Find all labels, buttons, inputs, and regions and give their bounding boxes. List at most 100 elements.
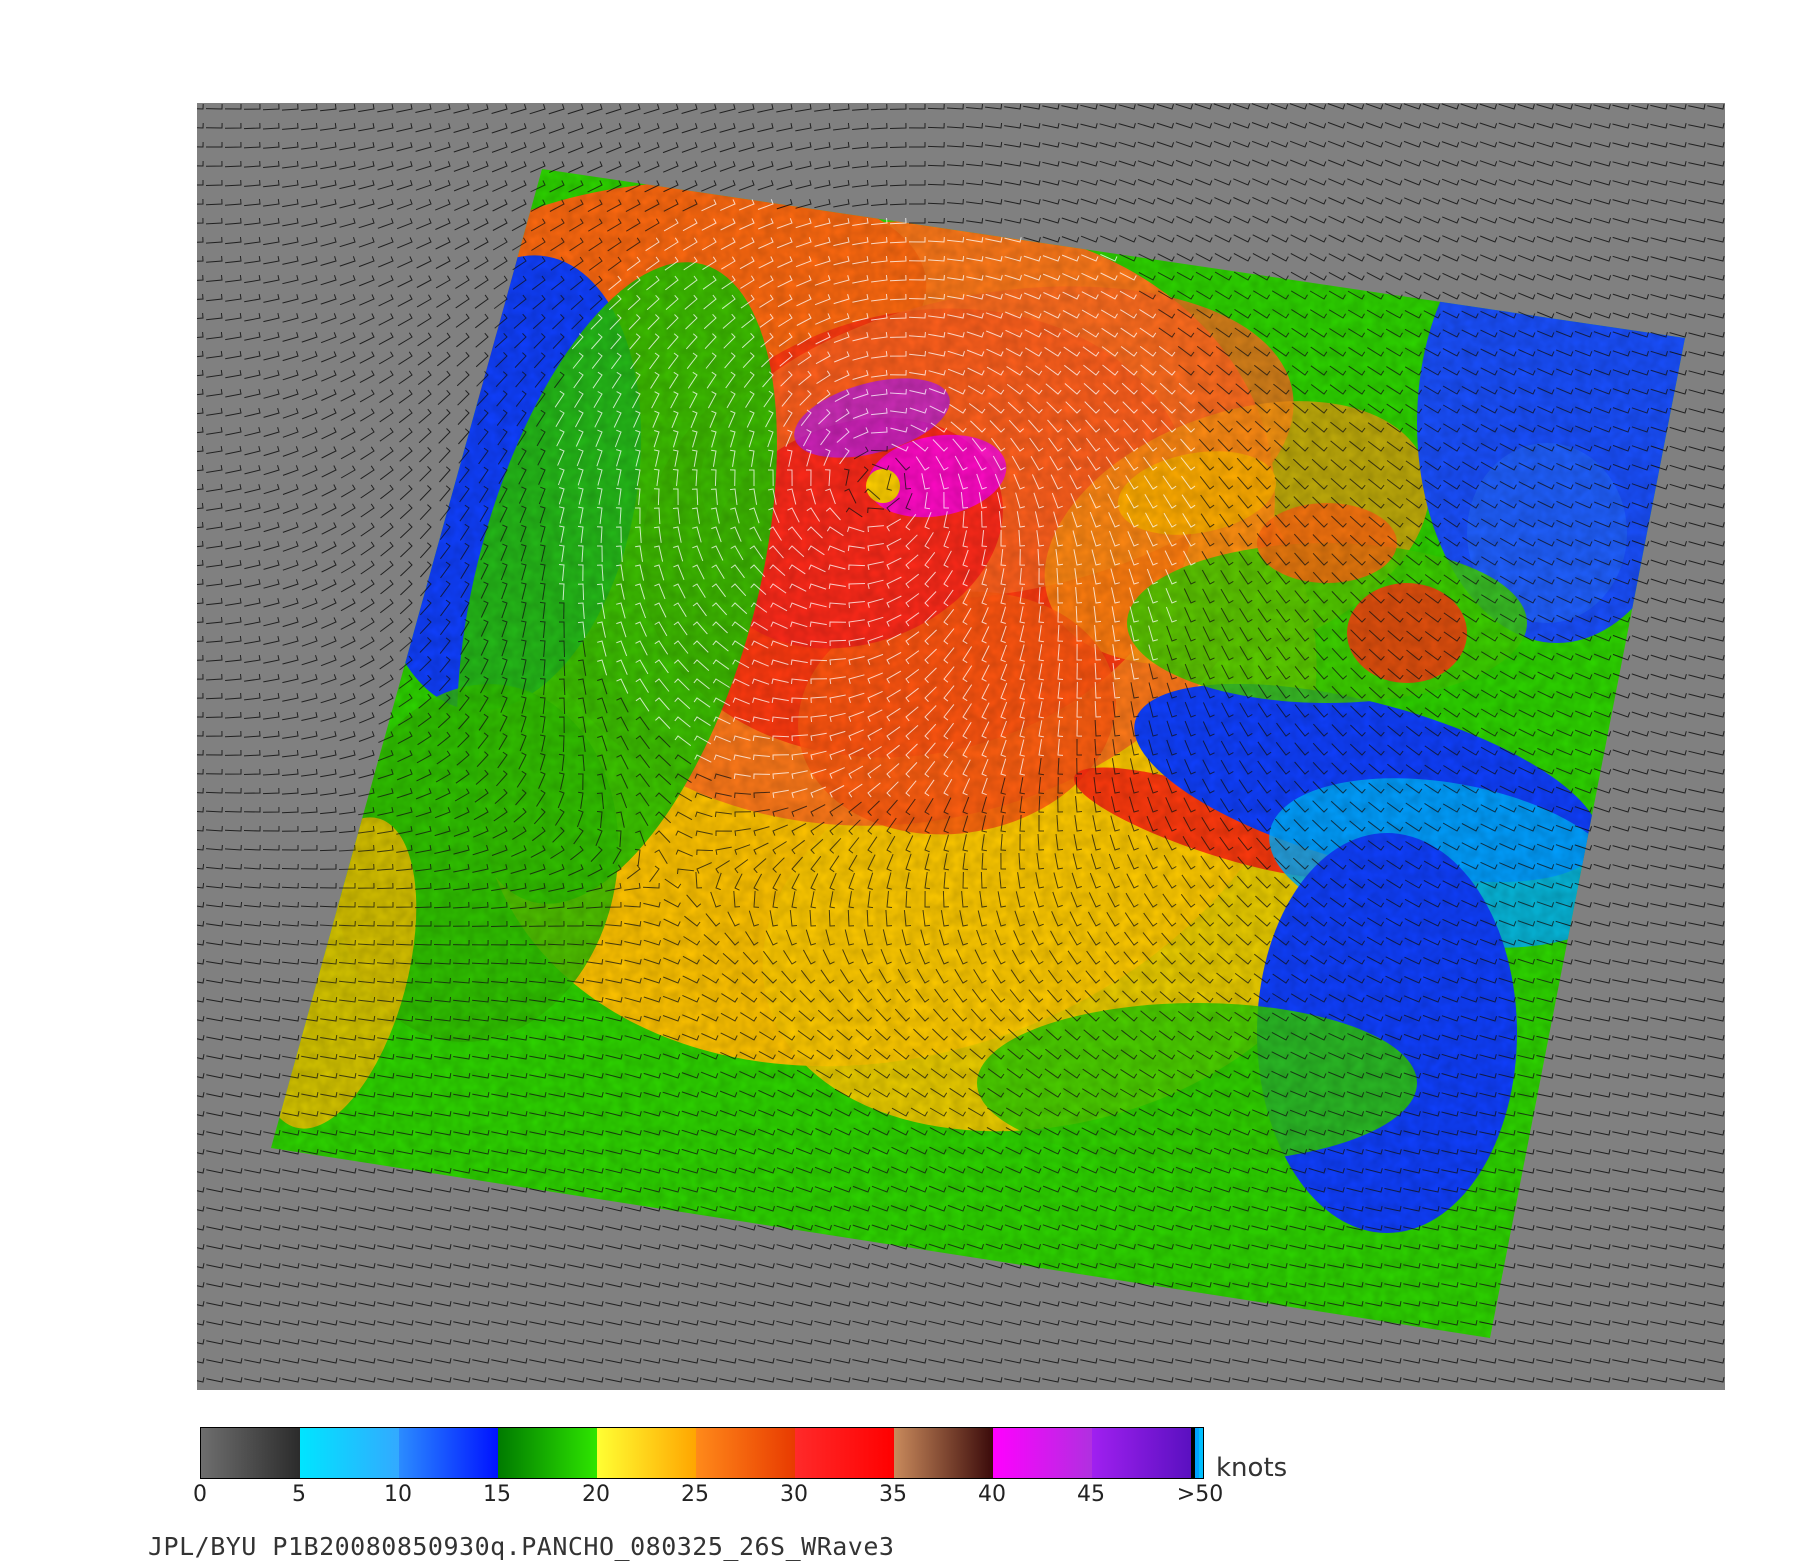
wind-vector — [1461, 254, 1479, 262]
wind-vector — [478, 447, 489, 465]
wind-vector — [947, 294, 965, 300]
wind-vector — [749, 526, 762, 542]
wind-vector — [1612, 768, 1631, 775]
wind-vector — [1308, 1110, 1327, 1117]
wind-vector — [1499, 311, 1517, 319]
wind-vector — [777, 1089, 795, 1098]
wind-vector — [1384, 1225, 1402, 1231]
wind-vector — [197, 616, 204, 623]
wind-vector — [681, 1225, 699, 1231]
wind-vector — [491, 1054, 509, 1060]
wind-vector — [1518, 538, 1536, 547]
wind-vector — [711, 430, 717, 448]
wind-vector — [1555, 940, 1573, 946]
wind-vector — [206, 1206, 224, 1212]
wind-vector — [1479, 1015, 1497, 1022]
wind-vector — [855, 1029, 872, 1041]
wind-vector — [1424, 574, 1442, 585]
wind-vector — [1688, 313, 1706, 319]
wind-vector — [395, 901, 413, 908]
wind-vector — [852, 141, 869, 150]
wind-vector — [1631, 1035, 1649, 1041]
wind-vector — [1631, 521, 1650, 528]
wind-vector — [339, 179, 356, 190]
wind-vector — [420, 580, 432, 597]
wind-vector — [1057, 795, 1064, 813]
wind-vector — [549, 218, 565, 232]
wind-vector — [1499, 462, 1517, 471]
wind-vector — [1688, 959, 1706, 965]
wind-vector — [1688, 1206, 1706, 1212]
wind-vector — [1042, 123, 1060, 129]
wind-vector — [1631, 864, 1649, 870]
wind-vector — [1669, 198, 1687, 205]
wind-vector — [206, 578, 223, 587]
wind-vector — [757, 1244, 775, 1250]
wind-vector — [1536, 978, 1554, 984]
wind-vector — [1328, 197, 1346, 205]
wind-vector — [1517, 1053, 1535, 1060]
wind-vector — [1084, 401, 1100, 414]
wind-vector — [1145, 512, 1158, 528]
wind-vector — [548, 1205, 566, 1212]
wind-vector — [991, 437, 1006, 452]
wind-vector — [225, 217, 242, 225]
wind-vector — [244, 426, 261, 437]
wind-vector — [943, 722, 954, 740]
wind-vector — [664, 256, 679, 271]
wind-vector — [320, 693, 337, 704]
wind-vector — [1237, 837, 1253, 851]
wind-vector — [1669, 844, 1687, 851]
wind-vector — [732, 697, 750, 705]
wind-vector — [606, 161, 622, 173]
wind-vector — [1235, 402, 1252, 414]
wind-vector — [682, 975, 700, 984]
wind-vector — [967, 1185, 985, 1193]
wind-vector — [1293, 477, 1309, 490]
wind-vector — [1148, 663, 1158, 680]
wind-vector — [720, 1032, 738, 1041]
wind-vector — [1537, 349, 1555, 357]
wind-vector — [1688, 921, 1706, 927]
wind-vector — [1253, 1012, 1271, 1022]
wind-vector — [1443, 593, 1461, 604]
wind-vector — [1290, 234, 1308, 243]
wind-vector — [1019, 625, 1026, 643]
wind-vector — [1594, 558, 1612, 566]
wind-vector — [1404, 995, 1422, 1003]
wind-vector — [1271, 1051, 1289, 1060]
wind-vector — [791, 770, 808, 779]
wind-vector — [1023, 218, 1041, 224]
wind-vector — [844, 488, 857, 504]
wind-vector — [624, 123, 641, 134]
wind-vector — [905, 513, 917, 531]
wind-vector — [1575, 691, 1593, 699]
wind-vector — [673, 564, 685, 580]
wind-vector — [263, 1054, 281, 1060]
wind-vector — [1023, 104, 1041, 110]
wind-vector — [1442, 366, 1460, 376]
wind-vector — [1480, 861, 1498, 870]
wind-vector — [1255, 856, 1272, 870]
wind-vector — [1518, 292, 1536, 300]
wind-vector — [780, 371, 793, 387]
wind-vector — [1518, 690, 1536, 699]
wind-vector — [1081, 1146, 1099, 1155]
wind-vector — [1443, 612, 1461, 623]
wind-vector — [1254, 915, 1271, 927]
wind-vector — [966, 160, 983, 167]
wind-vector — [1537, 690, 1555, 699]
wind-vector — [1175, 159, 1194, 167]
wind-vector — [380, 541, 394, 557]
wind-vector — [1023, 255, 1041, 262]
wind-vector — [339, 883, 356, 889]
wind-vector — [1443, 745, 1461, 756]
wind-vector — [1612, 1092, 1630, 1098]
wind-vector — [927, 103, 945, 110]
wind-vector — [740, 992, 758, 1003]
wind-vector — [1574, 863, 1592, 870]
wind-vector — [197, 426, 204, 434]
wind-vector — [1631, 388, 1650, 395]
wind-vector — [510, 883, 527, 892]
wind-vector — [1038, 739, 1044, 757]
